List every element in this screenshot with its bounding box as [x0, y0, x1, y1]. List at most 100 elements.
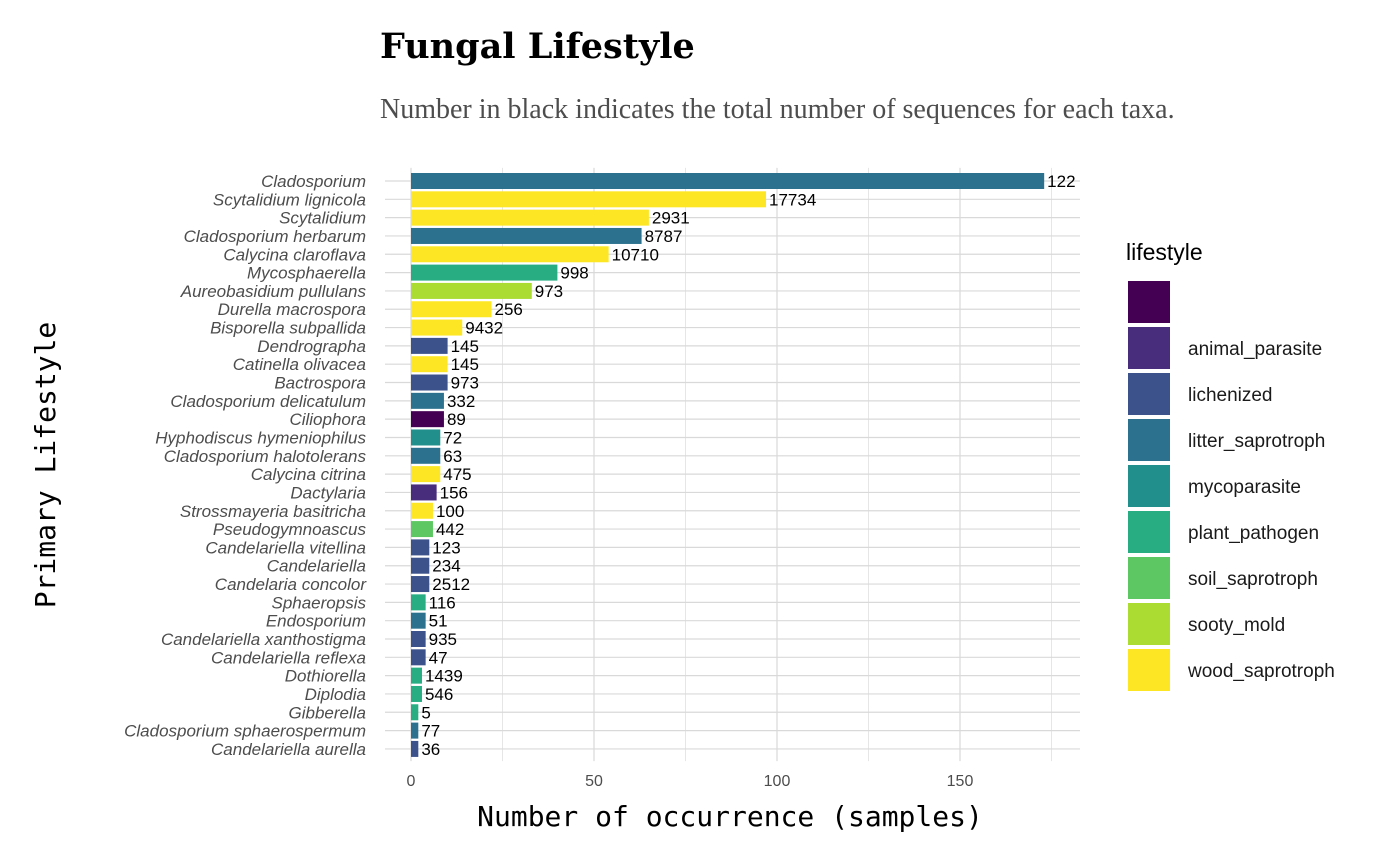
legend-label: soil_saprotroph: [1188, 569, 1318, 590]
data-label: 5: [421, 703, 430, 722]
data-label: 122: [1047, 172, 1075, 191]
bar: [411, 411, 444, 428]
bar: [411, 356, 448, 373]
x-tick-label: 100: [764, 773, 791, 790]
y-tick-label: Dendrographa: [257, 337, 366, 356]
bar: [411, 447, 441, 464]
y-tick-label: Strossmayeria basitricha: [180, 502, 366, 521]
y-tick-label: Scytalidium lignicola: [213, 190, 366, 209]
data-label: 998: [560, 264, 588, 283]
bar: [411, 392, 444, 409]
legend-label: lichenized: [1188, 385, 1273, 406]
bar: [411, 264, 558, 281]
bar: [411, 740, 419, 757]
y-tick-label: Diplodia: [305, 685, 366, 704]
legend-label: mycoparasite: [1188, 477, 1301, 498]
legend-swatch: [1128, 327, 1170, 369]
x-tick-label: 0: [407, 773, 416, 790]
legend-title: lifestyle: [1126, 239, 1203, 265]
legend-swatch: [1128, 649, 1170, 691]
bar: [411, 301, 492, 318]
y-tick-label: Bisporella subpallida: [210, 319, 366, 338]
y-tick-label: Gibberella: [289, 703, 367, 722]
bar: [411, 612, 426, 629]
data-label: 89: [447, 410, 466, 429]
legend-label: wood_saprotroph: [1187, 661, 1335, 682]
bar: [411, 374, 448, 391]
y-tick-label: Candelariella aurella: [211, 740, 366, 759]
y-tick-label: Candelariella xanthostigma: [161, 630, 366, 649]
data-label: 116: [429, 593, 456, 612]
data-label: 156: [440, 483, 468, 502]
bar: [411, 173, 1045, 189]
legend-swatch: [1128, 419, 1170, 461]
y-tick-label: Pseudogymnoascus: [213, 520, 367, 539]
y-tick-label: Candelaria concolor: [215, 575, 368, 594]
data-label: 72: [443, 428, 462, 447]
y-tick-label: Ciliophora: [289, 410, 366, 429]
data-label: 123: [432, 538, 460, 557]
data-label: 145: [451, 337, 479, 356]
legend-swatch: [1128, 511, 1170, 553]
y-tick-label: Durella macrospora: [218, 300, 366, 319]
bar: [411, 557, 430, 574]
bar: [411, 282, 532, 299]
data-label: 973: [535, 282, 563, 301]
y-tick-label: Candelariella vitellina: [205, 538, 366, 557]
y-tick-label: Cladosporium: [261, 172, 366, 191]
bar: [411, 209, 649, 226]
bar: [411, 521, 433, 538]
y-tick-label: Dactylaria: [290, 483, 366, 502]
y-tick-label: Cladosporium halotolerans: [164, 447, 367, 466]
bar: [411, 649, 426, 666]
y-axis-title: Primary Lifestyle: [29, 322, 62, 609]
x-tick-label: 150: [947, 773, 974, 790]
x-tick-label: 50: [585, 773, 603, 790]
bar: [411, 337, 448, 354]
chart-title: Fungal Lifestyle: [380, 26, 695, 67]
legend-swatch: [1128, 465, 1170, 507]
y-tick-label: Bactrospora: [274, 374, 366, 393]
data-label: 973: [451, 374, 479, 393]
legend-swatch: [1128, 557, 1170, 599]
bar: [411, 576, 430, 593]
bar: [411, 539, 430, 556]
legend-swatch: [1128, 603, 1170, 645]
y-tick-label: Endosporium: [266, 612, 366, 631]
bar: [411, 319, 463, 336]
data-label: 546: [425, 685, 453, 704]
data-label: 935: [429, 630, 457, 649]
legend-label: litter_saprotroph: [1188, 431, 1325, 452]
data-label: 17734: [769, 190, 816, 209]
y-tick-label: Sphaeropsis: [271, 593, 366, 612]
data-label: 234: [432, 557, 460, 576]
y-tick-label: Candelariella reflexa: [211, 648, 366, 667]
data-label: 63: [443, 447, 462, 466]
bar: [411, 704, 419, 721]
bar: [411, 594, 426, 611]
legend-label: sooty_mold: [1188, 615, 1285, 636]
data-label: 2512: [432, 575, 470, 594]
y-tick-label: Cladosporium sphaerospermum: [124, 722, 366, 741]
bar: [411, 502, 433, 519]
legend-swatch: [1128, 373, 1170, 415]
y-tick-label: Scytalidium: [279, 209, 366, 228]
y-tick-label: Cladosporium delicatulum: [170, 392, 366, 411]
data-label: 475: [443, 465, 471, 484]
y-tick-label: Mycosphaerella: [247, 264, 366, 283]
y-tick-label: Dothiorella: [285, 667, 366, 686]
y-tick-label: Aureobasidium pullulans: [180, 282, 367, 301]
data-label: 36: [421, 740, 440, 759]
data-label: 51: [429, 612, 448, 631]
bar: [411, 484, 437, 501]
bar: [411, 227, 642, 244]
data-label: 77: [421, 722, 440, 741]
chart-subtitle: Number in black indicates the total numb…: [380, 94, 1175, 125]
bar: [411, 466, 441, 483]
legend-label: animal_parasite: [1188, 339, 1322, 360]
y-tick-label: Calycina claroflava: [223, 245, 366, 264]
data-label: 10710: [612, 245, 659, 264]
data-label: 145: [451, 355, 479, 374]
data-label: 9432: [465, 319, 503, 338]
